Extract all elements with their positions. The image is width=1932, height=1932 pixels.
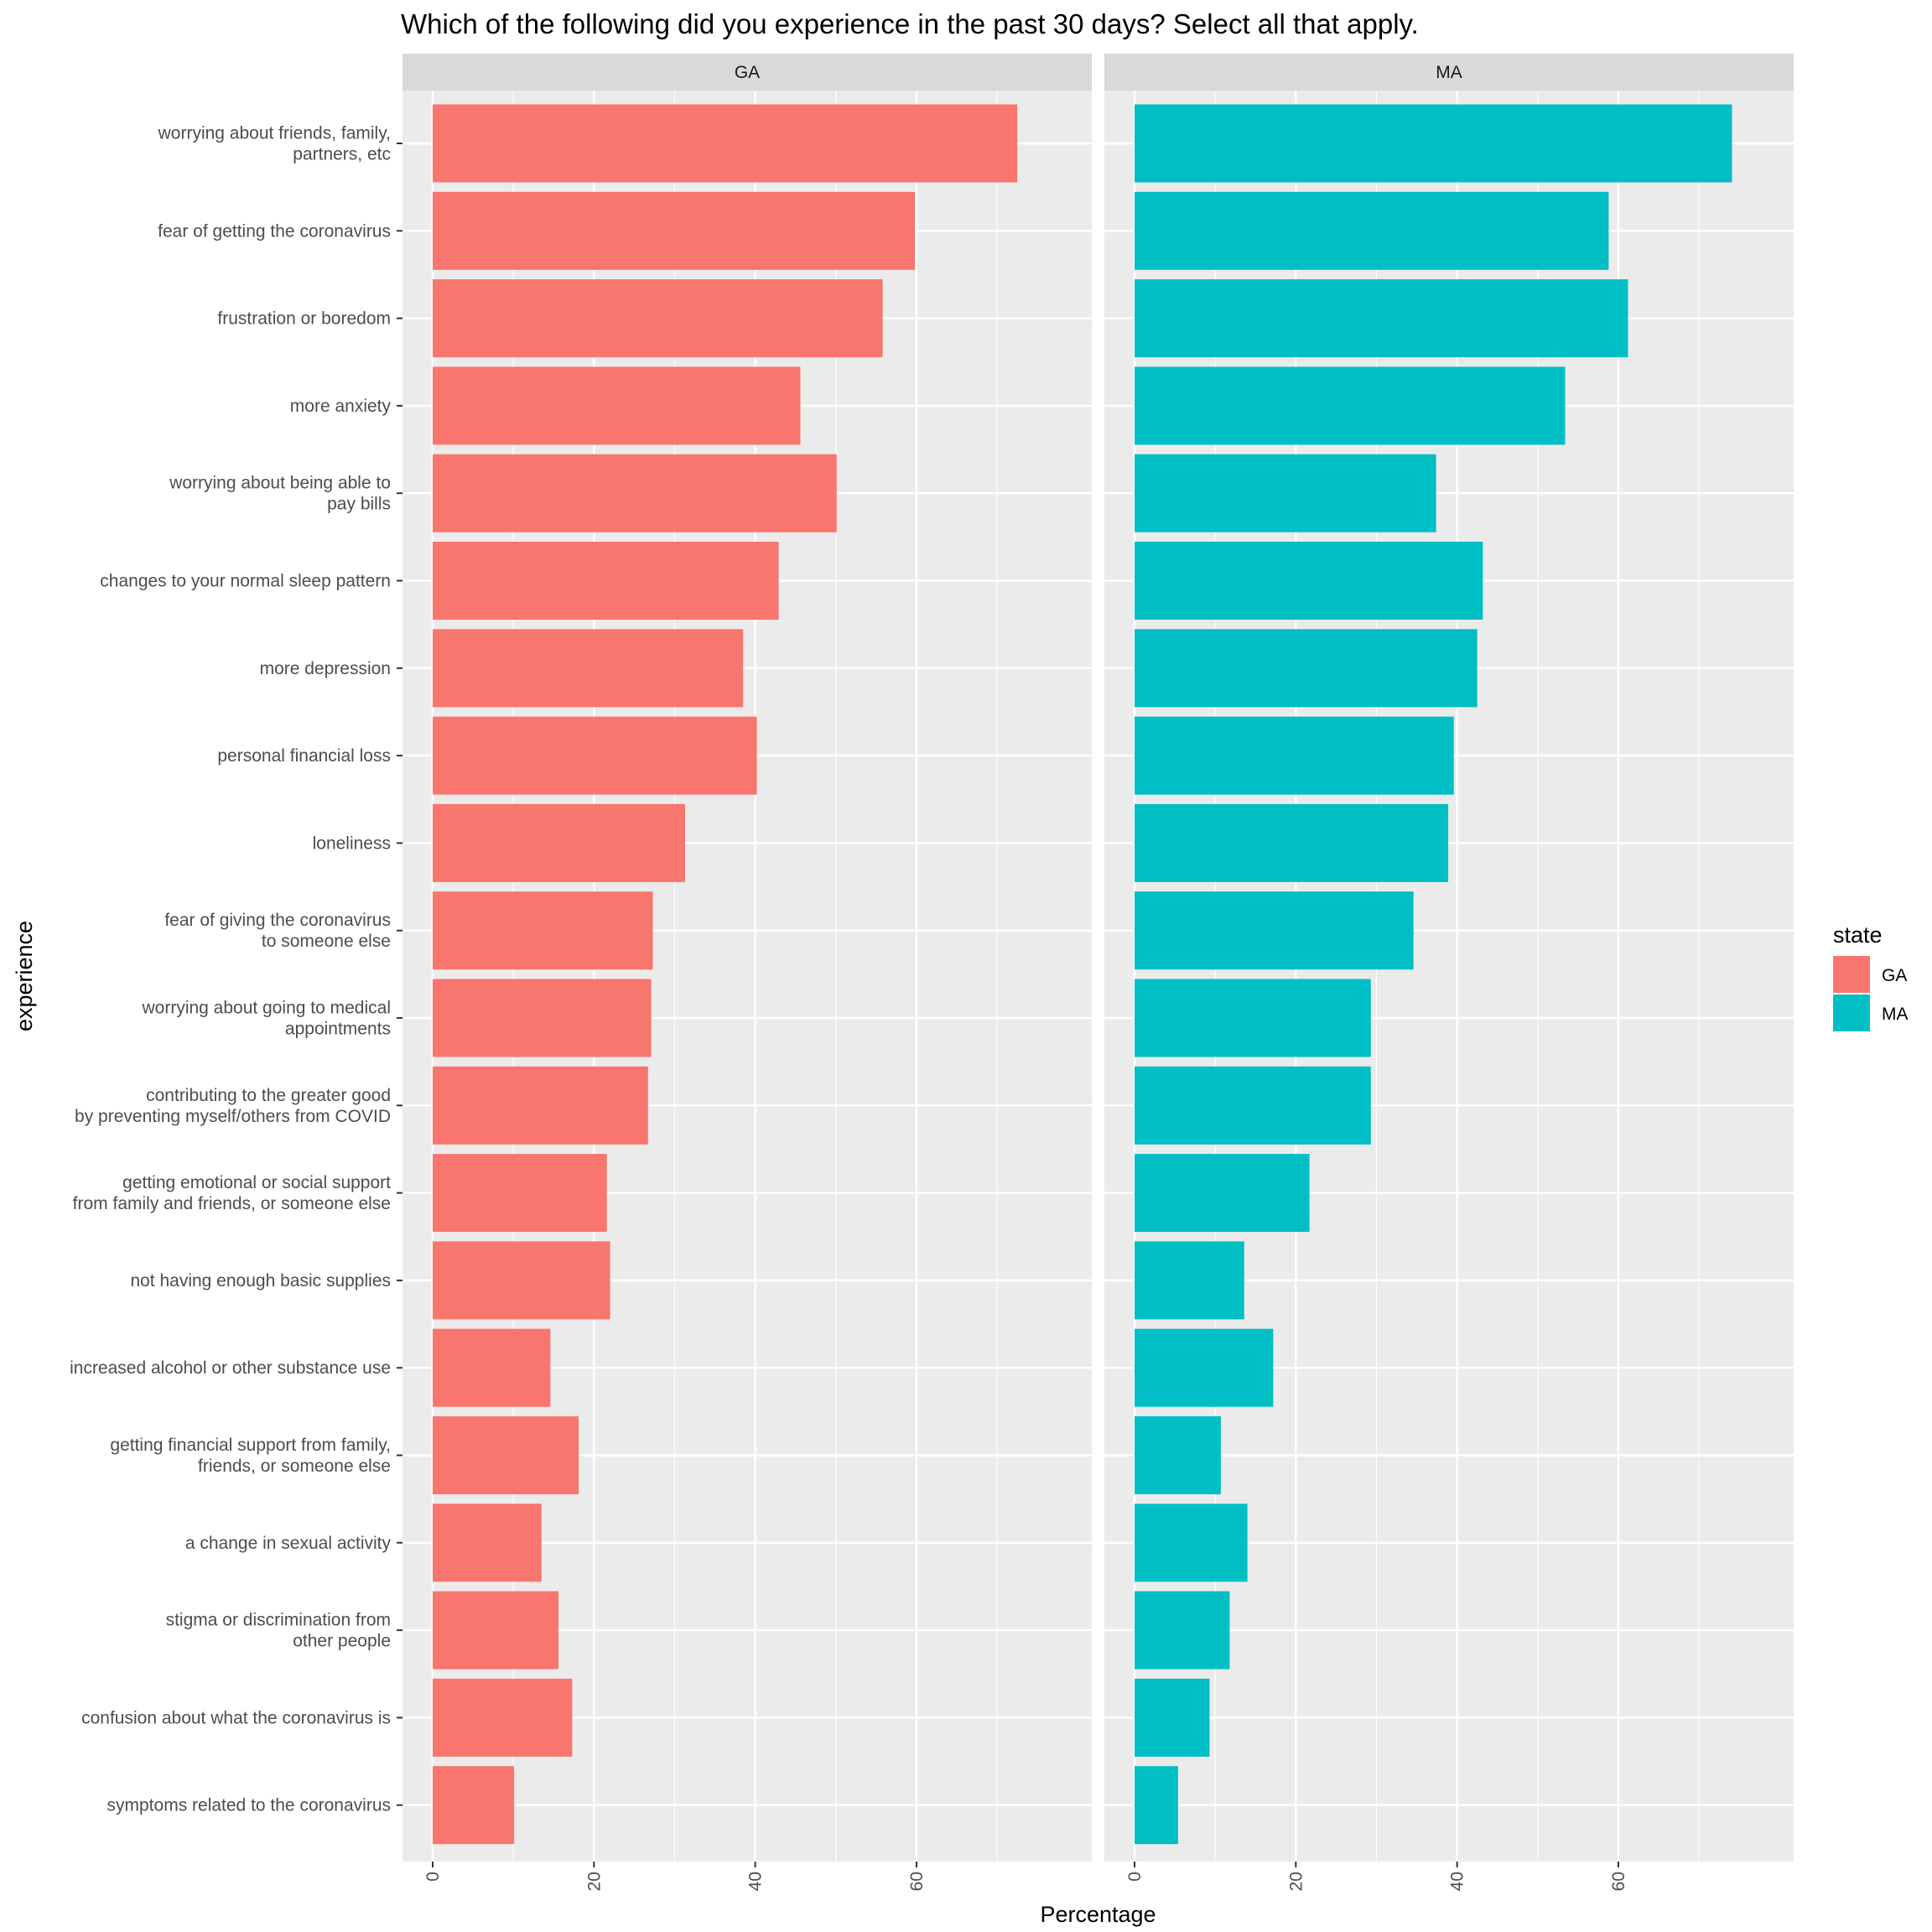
category-label: worrying about friends, family,: [158, 124, 391, 143]
category-label: fear of giving the coronavirus: [164, 911, 391, 930]
bar-GA-8: [433, 716, 757, 795]
bar-MA-13: [1135, 1154, 1310, 1233]
bar-MA-16: [1135, 1416, 1221, 1494]
bar-MA-8: [1135, 716, 1454, 795]
x-tick-label: 20: [584, 1872, 604, 1891]
bar-GA-4: [433, 366, 801, 445]
bar-MA-18: [1135, 1591, 1230, 1670]
category-label: getting financial support from family,: [110, 1436, 391, 1455]
category-label: worrying about being able to: [169, 474, 391, 493]
y-axis-title: experience: [12, 921, 37, 1031]
legend-key-GA: [1833, 956, 1870, 993]
category-label: getting emotional or social support: [122, 1173, 391, 1192]
facet-panel-GA: GA 0 20 40 60: [402, 54, 1092, 1891]
x-axis-title: Percentage: [1040, 1902, 1156, 1927]
category-label: friends, or someone else: [198, 1457, 391, 1476]
category-label: by preventing myself/others from COVID: [75, 1107, 391, 1126]
x-tick-label: 0: [423, 1872, 443, 1882]
legend: state GA MA: [1833, 922, 1909, 1031]
chart-title: Which of the following did you experienc…: [401, 8, 1419, 39]
category-label: stigma or discrimination from: [166, 1611, 391, 1630]
bar-GA-16: [433, 1416, 579, 1494]
category-label: confusion about what the coronavirus is: [81, 1708, 391, 1727]
category-label: not having enough basic supplies: [130, 1271, 391, 1291]
bar-MA-7: [1135, 629, 1478, 708]
bar-MA-2: [1135, 191, 1609, 270]
category-axis: worrying about friends, family, partners,…: [70, 124, 402, 1815]
bar-GA-15: [433, 1328, 551, 1407]
category-label: fear of getting the coronavirus: [158, 221, 391, 241]
x-tick-label: 40: [1448, 1872, 1467, 1891]
bar-MA-1: [1135, 104, 1732, 183]
category-label: changes to your normal sleep pattern: [100, 572, 391, 591]
bar-GA-14: [433, 1241, 610, 1320]
bar-GA-12: [433, 1066, 648, 1145]
category-label: more anxiety: [290, 397, 392, 416]
category-label: appointments: [285, 1020, 391, 1039]
x-tick-label: 60: [907, 1872, 927, 1891]
bar-MA-12: [1135, 1066, 1371, 1145]
bar-MA-20: [1135, 1766, 1178, 1845]
facet-strip: [402, 54, 1092, 91]
legend-title: state: [1833, 922, 1883, 948]
category-label: pay bills: [327, 495, 391, 514]
facet-panels: GA 0 20 40 60 MA 0 20 40 60: [402, 54, 1794, 1891]
bar-GA-5: [433, 454, 837, 532]
category-label: personal financial loss: [217, 746, 391, 766]
bar-GA-2: [433, 191, 915, 270]
bar-GA-10: [433, 891, 653, 970]
bar-GA-3: [433, 279, 883, 358]
bar-GA-19: [433, 1678, 573, 1757]
bar-MA-4: [1135, 366, 1566, 445]
facet-strip: [1104, 54, 1794, 91]
facet-strip-label: GA: [735, 63, 760, 82]
category-label: worrying about going to medical: [141, 999, 391, 1018]
legend-key-MA: [1833, 995, 1870, 1031]
category-label: loneliness: [313, 834, 391, 853]
bar-GA-17: [433, 1504, 542, 1582]
bar-MA-11: [1135, 979, 1371, 1057]
bar-MA-9: [1135, 803, 1449, 882]
category-label: contributing to the greater good: [146, 1086, 391, 1105]
category-label: partners, etc: [293, 145, 391, 164]
bar-GA-11: [433, 979, 652, 1057]
bar-MA-15: [1135, 1328, 1274, 1407]
bar-GA-1: [433, 104, 1018, 183]
bar-MA-5: [1135, 454, 1436, 532]
category-label: frustration or boredom: [217, 309, 391, 329]
category-label: to someone else: [262, 932, 391, 951]
category-label: from family and friends, or someone else: [73, 1194, 391, 1213]
x-tick-label: 60: [1609, 1872, 1628, 1891]
bar-GA-18: [433, 1591, 558, 1670]
legend-label-MA: MA: [1882, 1005, 1909, 1024]
category-label: more depression: [260, 659, 391, 678]
facet-panel-MA: MA 0 20 40 60: [1104, 54, 1794, 1891]
facet-strip-label: MA: [1436, 63, 1462, 82]
bar-MA-17: [1135, 1504, 1248, 1582]
bar-MA-6: [1135, 542, 1483, 620]
x-tick-label: 20: [1286, 1872, 1306, 1891]
bar-MA-10: [1135, 891, 1414, 970]
category-label: symptoms related to the coronavirus: [107, 1796, 391, 1815]
bar-GA-20: [433, 1766, 515, 1845]
category-label: other people: [293, 1632, 391, 1651]
bar-GA-9: [433, 803, 685, 882]
bar-MA-3: [1135, 279, 1628, 358]
x-tick-label: 0: [1125, 1872, 1145, 1882]
bar-GA-6: [433, 542, 779, 620]
x-tick-label: 40: [746, 1872, 766, 1891]
bar-MA-19: [1135, 1678, 1210, 1757]
legend-label-GA: GA: [1882, 966, 1907, 985]
category-label: increased alcohol or other substance use: [70, 1358, 391, 1378]
bar-GA-7: [433, 629, 744, 708]
category-label: a change in sexual activity: [185, 1534, 392, 1553]
bar-MA-14: [1135, 1241, 1244, 1320]
bar-GA-13: [433, 1154, 607, 1233]
